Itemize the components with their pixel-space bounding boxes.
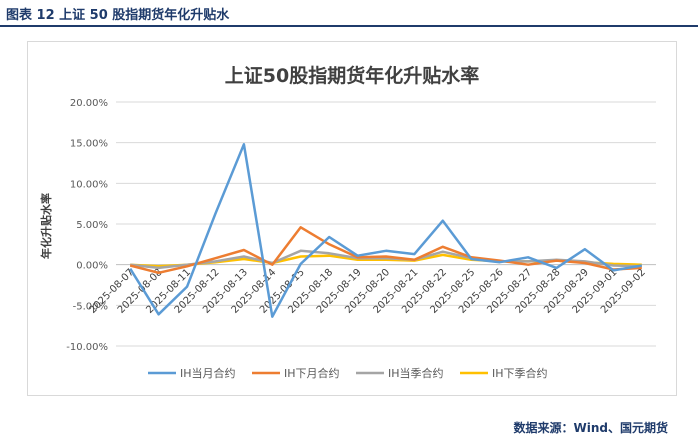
series-line xyxy=(129,226,642,275)
y-axis-label: 年化升贴水率 xyxy=(39,193,53,259)
legend: IH当月合约 IH下月合约 IH当季合约 IH下季合约 xyxy=(148,366,548,380)
chart-container: 上证50股指期货年化升贴水率 年化升贴水率 -10.00% -5.00% 0.00%… xyxy=(27,41,677,396)
y-tick-label: 5.00% xyxy=(76,220,108,231)
y-tick-label: 20.00% xyxy=(70,98,108,109)
legend-label: IH下季合约 xyxy=(492,366,548,380)
legend-label: IH下月合约 xyxy=(284,366,340,380)
legend-label: IH当月合约 xyxy=(180,366,236,380)
y-tick-label: -5.00% xyxy=(73,301,108,312)
chart-title: 上证50股指期货年化升贴水率 xyxy=(225,64,479,87)
gridlines xyxy=(116,101,656,347)
x-tick-labels: 2025-08-072025-08-082025-08-112025-08-12… xyxy=(87,267,647,316)
y-tick-label: 15.00% xyxy=(70,139,108,150)
y-tick-label: 0.00% xyxy=(76,261,108,272)
y-tick-labels: -10.00% -5.00% 0.00% 5.00% 10.00% 15.00% 20.00… xyxy=(66,98,108,353)
legend-label: IH当季合约 xyxy=(388,366,444,380)
series-lines xyxy=(129,143,643,318)
y-tick-label: -10.00% xyxy=(66,342,108,353)
chart-svg: 上证50股指期货年化升贴水率 年化升贴水率 -10.00% -5.00% 0.00%… xyxy=(39,64,656,380)
data-source: 数据来源：Wind、国元期货 xyxy=(513,421,668,435)
figure-caption: 图表 12 上证 50 股指期货年化升贴水 xyxy=(6,8,230,23)
caption-rule xyxy=(0,25,698,27)
series-line xyxy=(129,143,643,318)
y-tick-label: 10.00% xyxy=(70,179,108,190)
